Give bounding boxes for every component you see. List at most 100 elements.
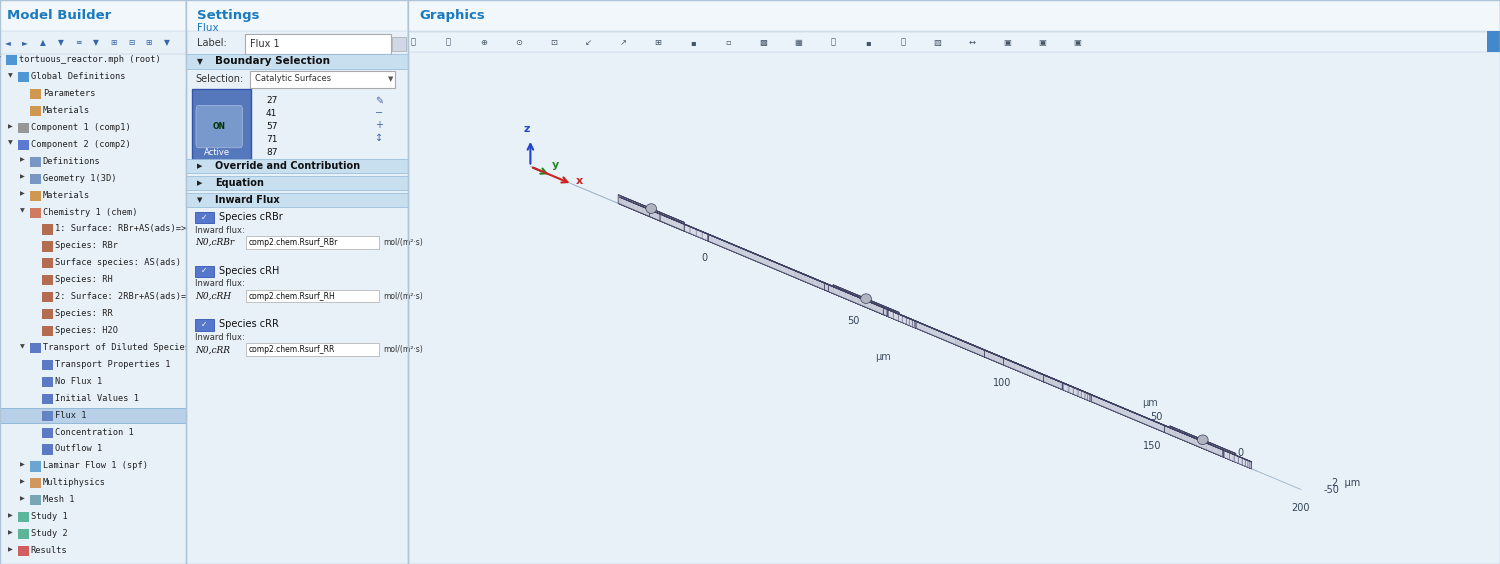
Polygon shape: [1068, 385, 1072, 394]
Polygon shape: [642, 205, 684, 231]
Polygon shape: [834, 287, 840, 296]
Text: ▣: ▣: [1038, 38, 1047, 47]
Bar: [42, 326, 52, 336]
Polygon shape: [1230, 452, 1234, 461]
Bar: [186, 159, 408, 173]
Polygon shape: [970, 344, 974, 352]
Text: Graphics: Graphics: [419, 9, 484, 23]
Polygon shape: [884, 307, 1062, 389]
Polygon shape: [1062, 382, 1068, 391]
Text: 2: Surface: 2RBr+AS(ads)=>RR: 2: Surface: 2RBr+AS(ads)=>RR: [56, 292, 202, 301]
Text: ↙: ↙: [585, 38, 591, 47]
Text: ↗: ↗: [620, 38, 627, 47]
Bar: [0, 408, 186, 423]
Bar: [1486, 31, 1500, 52]
Polygon shape: [1046, 376, 1053, 385]
Text: ▶: ▶: [20, 479, 24, 484]
Polygon shape: [1016, 363, 1022, 372]
Text: ▼: ▼: [164, 38, 170, 47]
Text: ▶: ▶: [8, 513, 12, 518]
Text: Inward Flux: Inward Flux: [214, 195, 279, 205]
Polygon shape: [969, 343, 974, 352]
Text: 50: 50: [1150, 412, 1162, 422]
Text: ⊞: ⊞: [654, 38, 662, 47]
Text: ▼: ▼: [196, 57, 202, 66]
Text: Concentration 1: Concentration 1: [56, 428, 134, 437]
Polygon shape: [852, 295, 859, 305]
Polygon shape: [800, 272, 802, 280]
Text: Flux: Flux: [196, 23, 219, 33]
Polygon shape: [1072, 387, 1077, 395]
Polygon shape: [1034, 371, 1040, 380]
Polygon shape: [1007, 359, 1013, 369]
Bar: [186, 193, 408, 207]
Polygon shape: [639, 205, 644, 214]
Polygon shape: [806, 275, 810, 284]
Text: Species: RR: Species: RR: [56, 309, 112, 318]
Text: Chemistry 1 (chem): Chemistry 1 (chem): [44, 208, 138, 217]
Polygon shape: [960, 340, 963, 347]
Bar: [42, 275, 52, 285]
Text: ▪: ▪: [865, 38, 870, 47]
Text: ▶: ▶: [196, 180, 202, 186]
Text: No Flux 1: No Flux 1: [56, 377, 102, 386]
Polygon shape: [1242, 458, 1245, 466]
Polygon shape: [903, 316, 906, 324]
Bar: [195, 266, 213, 277]
Text: Initial Values 1: Initial Values 1: [56, 394, 140, 403]
Polygon shape: [871, 303, 877, 312]
Polygon shape: [912, 320, 914, 327]
Polygon shape: [1228, 452, 1233, 461]
Text: Outflow 1: Outflow 1: [56, 444, 102, 453]
Polygon shape: [878, 305, 884, 314]
Polygon shape: [858, 295, 898, 321]
Polygon shape: [834, 287, 840, 296]
Polygon shape: [982, 349, 988, 359]
Text: Laminar Flow 1 (spf): Laminar Flow 1 (spf): [44, 461, 148, 470]
Polygon shape: [801, 273, 804, 281]
Bar: [30, 174, 40, 184]
Polygon shape: [644, 207, 650, 216]
Text: 71: 71: [266, 135, 278, 144]
Text: μm: μm: [1142, 398, 1158, 408]
Bar: [195, 319, 213, 331]
Polygon shape: [998, 355, 1188, 435]
Polygon shape: [819, 280, 824, 290]
Polygon shape: [664, 216, 670, 226]
Text: y: y: [552, 160, 558, 170]
Text: Transport Properties 1: Transport Properties 1: [56, 360, 171, 369]
Text: ▲: ▲: [40, 38, 45, 47]
Text: ⊡: ⊡: [549, 38, 556, 47]
Text: 27: 27: [266, 96, 278, 105]
Text: 100: 100: [993, 378, 1011, 388]
Polygon shape: [906, 317, 909, 325]
Polygon shape: [1074, 387, 1078, 396]
Polygon shape: [618, 195, 684, 222]
Text: N0,cRR: N0,cRR: [195, 345, 230, 354]
Text: ⬜: ⬜: [900, 38, 904, 47]
Text: Flux 1: Flux 1: [251, 39, 280, 49]
Polygon shape: [804, 275, 808, 283]
Text: Surface species: AS(ads): Surface species: AS(ads): [56, 258, 182, 267]
Bar: [186, 176, 408, 190]
Polygon shape: [1168, 428, 1174, 437]
Text: ▶: ▶: [8, 547, 12, 552]
Text: -50: -50: [1324, 484, 1340, 495]
Text: Override and Contribution: Override and Contribution: [214, 161, 360, 171]
Bar: [0, 0, 186, 31]
Polygon shape: [624, 199, 627, 207]
Text: ▶: ▶: [8, 530, 12, 535]
FancyBboxPatch shape: [249, 70, 396, 88]
Bar: [30, 461, 40, 472]
Polygon shape: [828, 284, 834, 294]
Text: Geometry 1(3D): Geometry 1(3D): [44, 174, 117, 183]
Polygon shape: [634, 203, 639, 212]
Polygon shape: [978, 347, 982, 356]
Text: Model Builder: Model Builder: [8, 9, 111, 23]
Text: ▶: ▶: [20, 462, 24, 467]
Polygon shape: [1084, 392, 1088, 400]
Bar: [246, 290, 380, 302]
Bar: [42, 377, 52, 387]
Text: N0,cRBr: N0,cRBr: [195, 238, 234, 247]
Polygon shape: [1245, 459, 1246, 467]
